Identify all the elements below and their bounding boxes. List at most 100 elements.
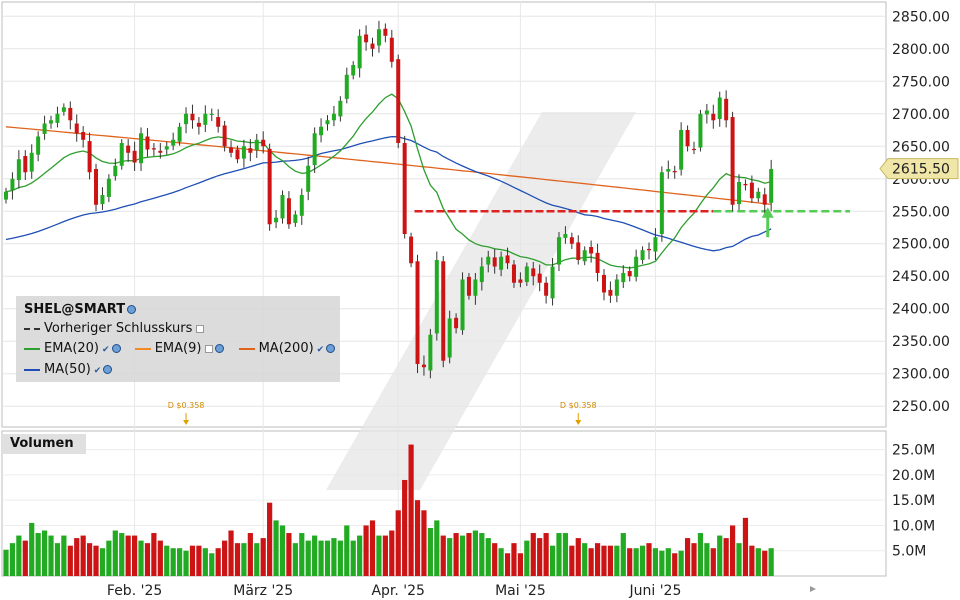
visibility-icon[interactable] xyxy=(326,344,336,353)
volume-bar xyxy=(524,540,530,576)
volume-bar xyxy=(684,538,691,576)
candle-body xyxy=(351,65,356,76)
volume-bar xyxy=(607,545,614,576)
candle-body xyxy=(158,150,163,153)
volume-bar xyxy=(222,540,228,576)
volume-bar xyxy=(177,548,183,576)
candle-body xyxy=(280,195,285,219)
candle-body xyxy=(74,123,79,134)
price-tick-label: 2350.00 xyxy=(892,334,950,350)
volume-bar xyxy=(479,533,485,576)
legend-ema20-label[interactable]: EMA(20) xyxy=(44,341,100,356)
axes: 2850.002800.002750.002700.002650.002600.… xyxy=(107,9,959,599)
candle-body xyxy=(402,143,407,234)
candle-body xyxy=(383,28,388,36)
volume-bar xyxy=(723,538,729,576)
candle-body xyxy=(421,364,426,368)
volume-bar xyxy=(93,545,99,576)
candle-body xyxy=(235,149,240,160)
candle-body xyxy=(601,274,606,293)
candle-body xyxy=(203,113,208,125)
candle-body xyxy=(29,152,34,172)
volume-bar xyxy=(279,525,286,576)
candle-body xyxy=(447,318,452,358)
price-tick-label: 2250.00 xyxy=(892,399,950,415)
candle-body xyxy=(87,141,92,173)
visibility-icon[interactable] xyxy=(111,344,121,353)
volume-bar xyxy=(357,535,363,576)
volume-bar xyxy=(138,540,144,576)
candle-body xyxy=(556,237,561,265)
candle-body xyxy=(511,264,516,283)
time-tick-label: Apr. '25 xyxy=(371,583,425,599)
legend-ma200-label[interactable]: MA(200) xyxy=(258,341,314,356)
candle-body xyxy=(209,113,214,115)
volume-bar xyxy=(678,550,684,576)
candle-body xyxy=(479,266,484,283)
volume-bar xyxy=(511,543,517,576)
candle-body xyxy=(460,279,465,331)
candle-body xyxy=(184,113,189,125)
visibility-icon[interactable] xyxy=(103,365,113,374)
candle-body xyxy=(68,107,73,121)
line-swatch-icon xyxy=(24,347,40,350)
check-icon[interactable]: ✔ xyxy=(102,345,110,355)
legend-ema9-label[interactable]: EMA(9) xyxy=(154,341,202,356)
volume-tick-label: 5.0M xyxy=(892,544,926,560)
visibility-icon[interactable] xyxy=(127,305,137,314)
volume-bar xyxy=(742,517,749,576)
volume-bar xyxy=(665,548,671,576)
candle-body xyxy=(190,113,195,121)
candle-body xyxy=(222,125,227,147)
candle-body xyxy=(338,100,343,117)
candle-body xyxy=(524,266,529,283)
volume-bar xyxy=(48,535,54,576)
dividend-arrow-icon xyxy=(575,420,582,425)
candle-body xyxy=(132,150,137,163)
price-tick-label: 2400.00 xyxy=(892,302,950,318)
candle-body xyxy=(737,182,742,205)
dividend-label: D $0.358 xyxy=(560,401,597,410)
legend-item-ma50[interactable]: MA(50) ✔ xyxy=(24,362,113,377)
volume-bar xyxy=(627,548,633,576)
volume-bar xyxy=(440,535,446,576)
candle-body xyxy=(640,250,645,260)
volume-bar xyxy=(575,538,581,576)
candles xyxy=(4,20,774,379)
candle-body xyxy=(730,117,735,205)
legend-item-prev-close[interactable]: Vorheriger Schlusskurs xyxy=(24,321,205,336)
volume-bar xyxy=(672,553,678,576)
volume-bar xyxy=(337,540,343,576)
volume-bar xyxy=(132,535,138,576)
candle-body xyxy=(466,276,471,296)
volume-bar xyxy=(3,549,9,576)
volume-bar xyxy=(363,525,369,576)
volume-bar xyxy=(697,533,704,576)
candle-body xyxy=(241,146,246,159)
volume-bar xyxy=(710,548,716,576)
time-tick-label: Juni '25 xyxy=(628,583,681,599)
volume-bar xyxy=(209,553,215,576)
check-icon[interactable]: ✔ xyxy=(93,366,102,376)
candle-body xyxy=(698,113,703,148)
volume-bar xyxy=(41,530,48,576)
checkbox-icon[interactable] xyxy=(196,324,205,333)
volume-bar xyxy=(80,535,86,576)
candle-body xyxy=(756,191,761,199)
time-tick-label: März '25 xyxy=(233,583,293,599)
candle-body xyxy=(428,334,433,371)
visibility-icon[interactable] xyxy=(215,344,225,353)
dash-swatch-icon xyxy=(24,327,40,330)
candle-body xyxy=(113,165,118,177)
check-icon[interactable]: ✔ xyxy=(316,345,325,355)
volume-bar xyxy=(704,543,710,576)
volume-bar xyxy=(170,548,176,576)
checkbox-icon[interactable] xyxy=(205,344,214,353)
candle-body xyxy=(704,110,709,115)
volume-bar xyxy=(691,543,697,576)
volume-bar xyxy=(768,548,774,576)
chart-legend: SHEL@SMART Vorheriger Schlusskurs EMA(20… xyxy=(16,296,340,382)
volume-bar xyxy=(582,543,588,576)
candle-body xyxy=(724,98,729,121)
price-tick-label: 2750.00 xyxy=(892,74,950,90)
